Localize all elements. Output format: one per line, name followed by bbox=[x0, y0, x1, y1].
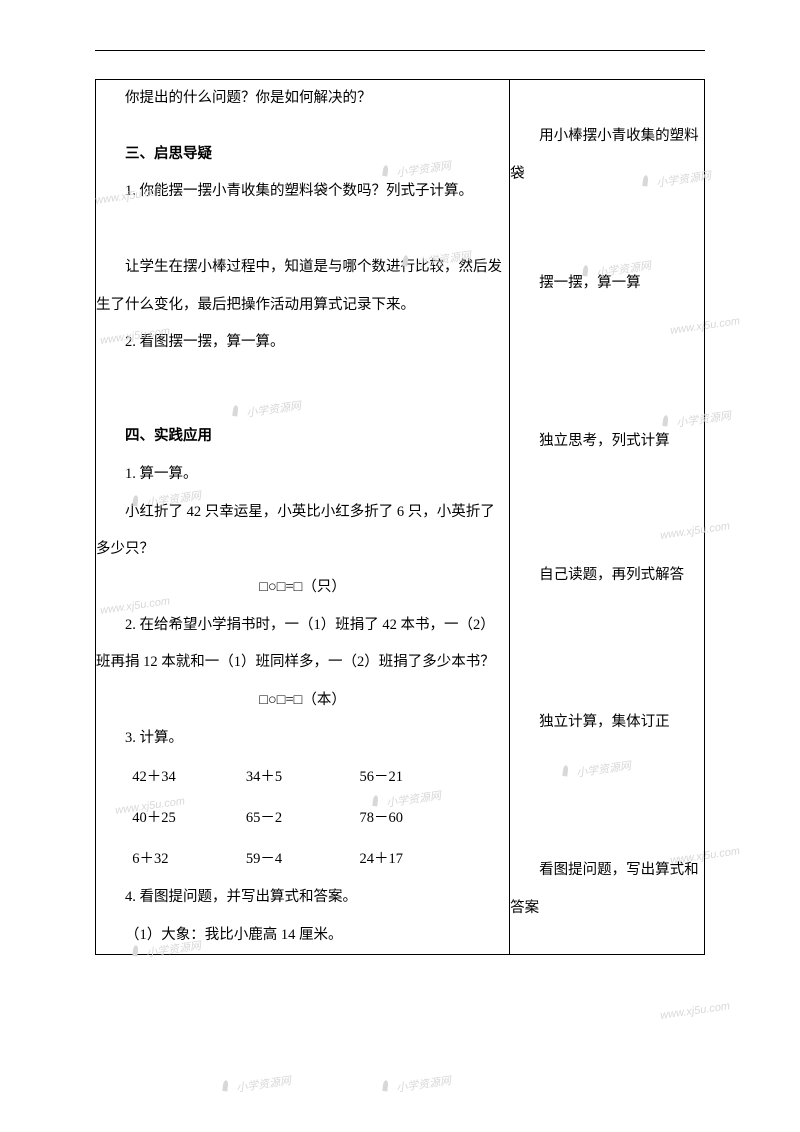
right-note6: 看图提问题，写出算式和答案 bbox=[510, 852, 704, 927]
calc-row-2: 40＋25 65－2 78－60 bbox=[96, 798, 509, 839]
calc-cell: 6＋32 bbox=[132, 839, 242, 880]
formula2: □○□=□（本） bbox=[96, 682, 509, 720]
watermark: 小学资源网 bbox=[379, 1070, 452, 1098]
calc-cell: 40＋25 bbox=[132, 798, 242, 839]
s3-item2: 2. 看图摆一摆，算一算。 bbox=[96, 324, 509, 362]
intro-question: 你提出的什么问题？你是如何解决的？ bbox=[96, 80, 509, 118]
right-note1: 用小棒摆小青收集的塑料袋 bbox=[510, 118, 704, 193]
watermark: 小学资源网 bbox=[219, 1070, 292, 1098]
formula1: □○□=□（只） bbox=[96, 569, 509, 607]
calc-cell: 59－4 bbox=[246, 839, 356, 880]
calc-cell: 34＋5 bbox=[246, 757, 356, 798]
right-note5: 独立计算，集体订正 bbox=[510, 704, 704, 742]
calc-cell: 56－21 bbox=[360, 757, 470, 798]
content-table: 你提出的什么问题？你是如何解决的？ 三、启思导疑 1. 你能摆一摆小青收集的塑料… bbox=[95, 79, 705, 955]
watermark: www.xj5u.com bbox=[660, 1000, 731, 1022]
leaf-icon bbox=[219, 1078, 235, 1094]
s4-item3: 3. 计算。 bbox=[96, 720, 509, 758]
calc-cell: 78－60 bbox=[360, 798, 470, 839]
calc-row-3: 6＋32 59－4 24＋17 bbox=[96, 839, 509, 880]
right-column: 用小棒摆小青收集的塑料袋 摆一摆，算一算 独立思考，列式计算 自己读题，再列式解… bbox=[510, 80, 705, 955]
section3-title: 三、启思导疑 bbox=[96, 136, 509, 174]
section4-title: 四、实践应用 bbox=[96, 418, 509, 456]
calc-row-1: 42＋34 34＋5 56－21 bbox=[96, 757, 509, 798]
right-note2: 摆一摆，算一算 bbox=[510, 265, 704, 303]
s4-item4: 4. 看图提问题，并写出算式和答案。 bbox=[96, 879, 509, 917]
calc-cell: 65－2 bbox=[246, 798, 356, 839]
s4-item1: 1. 算一算。 bbox=[96, 456, 509, 494]
s3-desc: 让学生在摆小棒过程中，知道是与哪个数进行比较，然后发生了什么变化，最后把操作活动… bbox=[96, 249, 509, 324]
s4-item2: 2. 在给希望小学捐书时，一（1）班捐了 42 本书，一（2）班再捐 12 本就… bbox=[96, 607, 509, 682]
s4-q4-1: （1）大象：我比小鹿高 14 厘米。 bbox=[96, 917, 509, 955]
top-rule bbox=[95, 50, 705, 51]
page-container: 你提出的什么问题？你是如何解决的？ 三、启思导疑 1. 你能摆一摆小青收集的塑料… bbox=[0, 0, 800, 1132]
right-note3: 独立思考，列式计算 bbox=[510, 423, 704, 461]
calc-cell: 24＋17 bbox=[360, 839, 470, 880]
left-column: 你提出的什么问题？你是如何解决的？ 三、启思导疑 1. 你能摆一摆小青收集的塑料… bbox=[96, 80, 510, 955]
s4-q1: 小红折了 42 只幸运星，小英比小红多折了 6 只，小英折了多少只？ bbox=[96, 494, 509, 569]
leaf-icon bbox=[379, 1078, 395, 1094]
calc-cell: 42＋34 bbox=[132, 757, 242, 798]
s3-item1: 1. 你能摆一摆小青收集的塑料袋个数吗？列式子计算。 bbox=[96, 173, 509, 211]
right-note4: 自己读题，再列式解答 bbox=[510, 557, 704, 595]
